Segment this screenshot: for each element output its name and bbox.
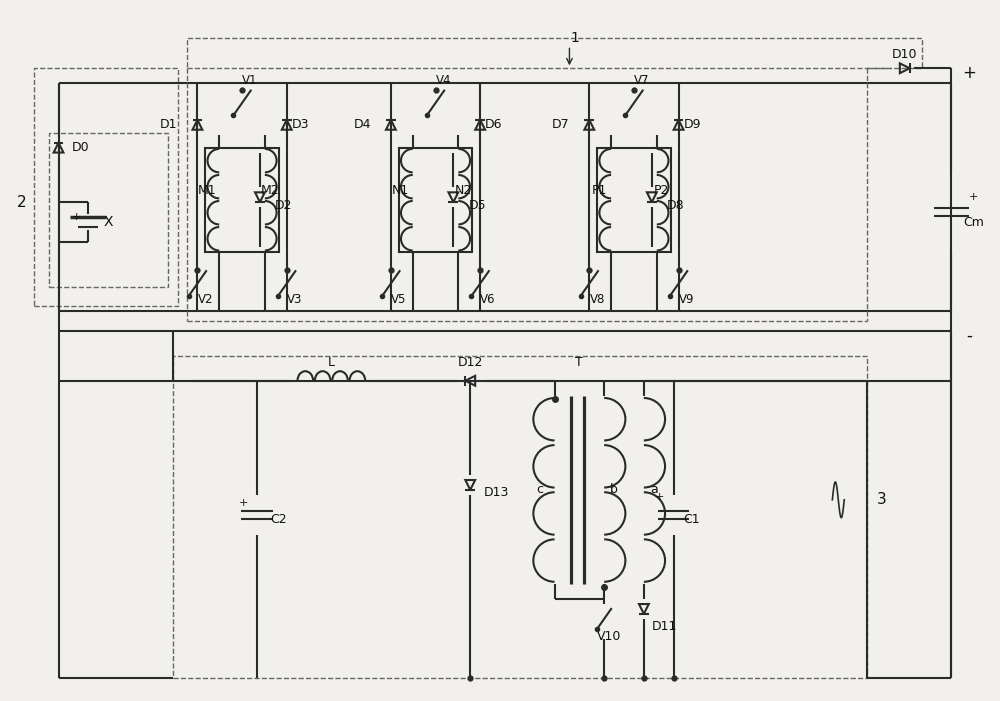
Text: V5: V5 — [391, 293, 406, 306]
Text: D9: D9 — [684, 118, 701, 131]
Bar — [34, 68, 178, 306]
Text: -: - — [966, 327, 972, 345]
Text: X: X — [103, 215, 113, 229]
Text: D3: D3 — [292, 118, 309, 131]
Text: V1: V1 — [242, 74, 258, 87]
Bar — [597, 148, 671, 252]
Text: 3: 3 — [877, 492, 887, 508]
Text: +: + — [238, 498, 248, 508]
Bar — [49, 132, 168, 287]
Text: +: + — [72, 212, 81, 222]
Text: P1: P1 — [592, 184, 607, 197]
Text: D2: D2 — [275, 198, 292, 212]
Text: V3: V3 — [287, 293, 302, 306]
Text: D1: D1 — [160, 118, 178, 131]
Bar — [173, 356, 867, 679]
Text: c: c — [536, 484, 543, 496]
Text: V8: V8 — [590, 293, 605, 306]
Text: D11: D11 — [652, 620, 677, 633]
Text: V7: V7 — [634, 74, 650, 87]
Text: L: L — [328, 356, 335, 369]
Text: b: b — [610, 484, 618, 496]
Text: D10: D10 — [892, 48, 918, 61]
Text: N1: N1 — [392, 184, 409, 197]
Text: D0: D0 — [72, 141, 89, 154]
Text: D13: D13 — [484, 486, 510, 499]
Text: T: T — [575, 356, 583, 369]
Text: a: a — [650, 484, 658, 496]
Text: V4: V4 — [436, 74, 451, 87]
Text: 2: 2 — [17, 195, 27, 210]
Text: D6: D6 — [485, 118, 503, 131]
Text: Cm: Cm — [963, 215, 984, 229]
Text: D8: D8 — [667, 198, 684, 212]
Text: V2: V2 — [198, 293, 213, 306]
Text: C1: C1 — [683, 513, 700, 526]
Text: P2: P2 — [654, 184, 669, 197]
Text: N2: N2 — [455, 184, 472, 197]
Text: M1: M1 — [198, 184, 217, 197]
Text: +: + — [655, 492, 664, 502]
Text: +: + — [969, 192, 978, 202]
Text: M2: M2 — [261, 184, 279, 197]
Text: C2: C2 — [270, 513, 287, 526]
Text: D12: D12 — [458, 356, 483, 369]
Text: V9: V9 — [679, 293, 694, 306]
Text: +: + — [962, 64, 976, 82]
Text: V6: V6 — [480, 293, 496, 306]
Bar — [187, 39, 922, 68]
Text: D5: D5 — [468, 198, 486, 212]
Bar — [205, 148, 279, 252]
Text: V10: V10 — [597, 630, 621, 644]
Text: D4: D4 — [354, 118, 371, 131]
Text: 1: 1 — [570, 32, 579, 46]
Bar — [399, 148, 472, 252]
Text: D7: D7 — [552, 118, 569, 131]
